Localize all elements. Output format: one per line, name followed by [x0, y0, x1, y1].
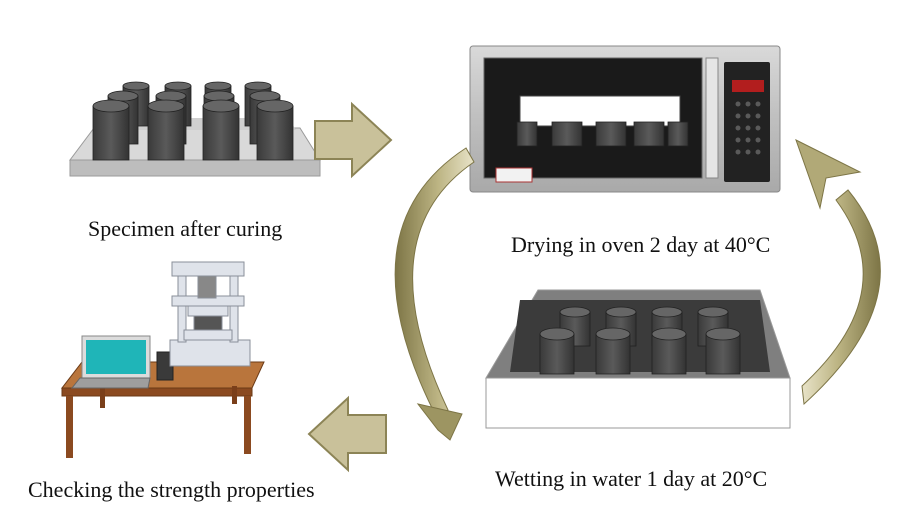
curved-arrow-water-to-oven [795, 138, 881, 406]
arrow-to-testing [307, 395, 387, 473]
oven-keypad [735, 101, 761, 155]
oven-specimens [516, 121, 689, 147]
laptop-icon [70, 335, 151, 389]
water-tank-illustration [485, 289, 791, 429]
curing-specimens [92, 81, 294, 161]
label-specimen-after-curing: Specimen after curing [88, 216, 283, 241]
label-drying-in-oven: Drying in oven 2 day at 40°C [511, 232, 771, 257]
tank-specimens [539, 306, 741, 375]
testing-station-illustration [60, 261, 265, 458]
label-wetting-in-water: Wetting in water 1 day at 20°C [495, 466, 768, 491]
oven-illustration [469, 45, 781, 193]
label-checking-strength: Checking the strength properties [28, 477, 315, 502]
compression-machine-icon [169, 261, 251, 367]
arrow-curing-to-oven [314, 101, 393, 179]
curved-arrow-oven-to-water [394, 147, 475, 441]
curing-tray-illustration [69, 81, 321, 177]
